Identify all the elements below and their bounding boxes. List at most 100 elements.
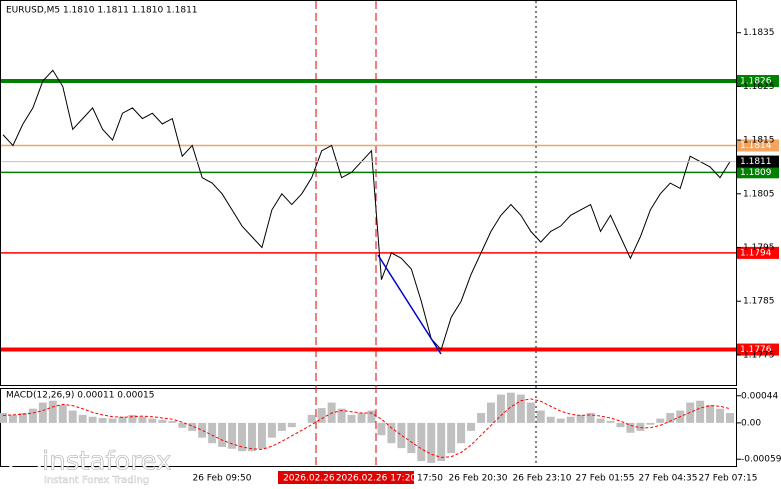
macd-bar xyxy=(716,408,725,423)
macd-bar xyxy=(128,414,137,423)
macd-bar xyxy=(68,410,77,423)
macd-bar xyxy=(28,408,37,423)
macd-bar xyxy=(367,410,376,423)
macd-tick-label: 0.00 xyxy=(741,418,761,428)
macd-bar xyxy=(536,410,545,423)
macd-bar xyxy=(108,418,117,423)
x-tick-label: 27 Feb 04:35 xyxy=(638,474,697,484)
macd-bar xyxy=(287,422,296,428)
macd-bar xyxy=(377,422,386,436)
x-tick-label: 17:50 xyxy=(417,474,443,484)
macd-bar xyxy=(387,422,396,444)
macd-tick-label: 0.00044 xyxy=(741,391,778,401)
macd-bar xyxy=(666,413,675,423)
macd-bar xyxy=(88,416,97,423)
macd-bar xyxy=(576,414,585,423)
y-tick-label: 1.1785 xyxy=(743,297,775,307)
macd-bar xyxy=(38,402,47,423)
level-label: 1.1794 xyxy=(740,248,772,258)
price-line xyxy=(2,69,731,351)
macd-bar xyxy=(277,422,286,431)
macd-bar xyxy=(656,418,665,423)
macd-bar xyxy=(496,394,505,423)
macd-bar xyxy=(646,422,655,425)
macd-bar xyxy=(546,416,555,423)
macd-bar xyxy=(447,422,456,454)
macd-bar xyxy=(526,402,535,423)
macd-bar xyxy=(238,422,246,452)
macd-bar xyxy=(417,422,426,462)
current-price-bg xyxy=(737,155,779,168)
x-tick-label: 2026.02.26 14 xyxy=(283,474,349,484)
x-tick-label: 2026.02.26 17:20 xyxy=(336,474,417,484)
level-label-bg xyxy=(737,139,779,152)
macd-bar xyxy=(506,392,515,423)
macd-bar xyxy=(477,413,486,423)
macd-bar xyxy=(78,414,87,423)
level-label: 1.1814 xyxy=(740,141,772,151)
macd-title: MACD(12,26,9) 0.00011 0.00015 xyxy=(6,391,155,401)
current-price-label: 1.1811 xyxy=(740,157,772,167)
macd-bar xyxy=(467,422,476,431)
macd-frame xyxy=(0,388,737,467)
macd-bar xyxy=(317,408,326,423)
x-tick-label: 26 Feb 09:50 xyxy=(192,474,251,484)
watermark-logo xyxy=(8,445,42,479)
macd-bar xyxy=(48,400,57,423)
y-tick-label: 1.1815 xyxy=(743,136,775,146)
macd-bar xyxy=(257,422,266,449)
macd-bar xyxy=(218,422,227,447)
macd-bar xyxy=(566,416,575,423)
x-tick-label: 27 Feb 01:55 xyxy=(575,474,634,484)
level-label: 1.1776 xyxy=(740,345,772,355)
level-label-bg xyxy=(737,246,779,259)
trend-line xyxy=(377,254,442,355)
macd-bar xyxy=(586,413,595,423)
macd-signal xyxy=(2,398,731,458)
macd-bar xyxy=(168,421,177,423)
x-tick-label: 26 Feb 20:30 xyxy=(448,474,507,484)
level-label: 1.1826 xyxy=(740,77,772,87)
x-tick-label: 26 Feb 23:10 xyxy=(512,474,571,484)
macd-bar xyxy=(337,408,346,423)
macd-bar xyxy=(616,422,625,428)
macd-bar xyxy=(487,402,495,423)
macd-bar xyxy=(726,413,734,423)
macd-bar xyxy=(18,413,27,423)
y-tick-label: 1.1775 xyxy=(743,350,775,360)
level-label-bg xyxy=(737,343,779,356)
macd-bar xyxy=(267,422,276,438)
y-tick-label: 1.1795 xyxy=(743,243,775,253)
macd-bar xyxy=(516,394,525,423)
y-tick-label: 1.1835 xyxy=(743,28,775,38)
y-tick-label: 1.1805 xyxy=(743,189,775,199)
macd-bar xyxy=(58,405,67,423)
macd-bar xyxy=(596,418,605,423)
macd-bar xyxy=(636,422,645,431)
macd-bar xyxy=(696,400,705,423)
macd-bar xyxy=(0,413,7,423)
level-label-bg xyxy=(737,75,779,88)
x-label-bg xyxy=(338,471,414,484)
x-tick-label: 27 Feb 07:15 xyxy=(698,474,757,484)
macd-bar xyxy=(208,422,217,444)
level-label: 1.1809 xyxy=(740,168,772,178)
macd-bar xyxy=(407,422,416,454)
macd-bar xyxy=(188,422,197,431)
macd-bar xyxy=(228,422,237,449)
x-label-bg xyxy=(278,471,354,484)
macd-bar xyxy=(118,416,127,423)
macd-bar xyxy=(8,414,17,423)
y-tick-label: 1.1825 xyxy=(743,82,775,92)
header: EURUSD,M5 1.1810 1.1811 1.1810 1.1811 xyxy=(6,6,198,16)
macd-bar xyxy=(307,414,316,423)
macd-bar xyxy=(457,422,466,444)
macd-bar xyxy=(357,413,366,423)
macd-bar xyxy=(397,422,406,449)
macd-bar xyxy=(606,421,615,423)
macd-bar xyxy=(247,422,256,452)
macd-bar xyxy=(178,422,187,428)
main-frame xyxy=(0,0,737,386)
